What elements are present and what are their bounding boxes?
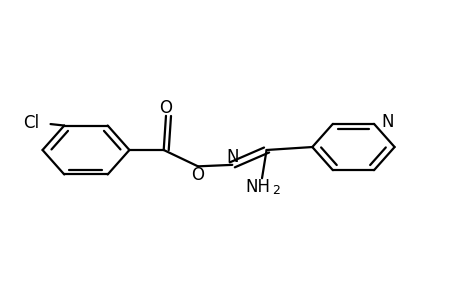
Text: O: O xyxy=(159,99,172,117)
Text: O: O xyxy=(191,166,204,184)
Text: Cl: Cl xyxy=(23,114,39,132)
Text: N: N xyxy=(381,113,393,131)
Text: N: N xyxy=(225,148,238,166)
Text: 2: 2 xyxy=(271,184,279,197)
Text: NH: NH xyxy=(244,178,269,196)
